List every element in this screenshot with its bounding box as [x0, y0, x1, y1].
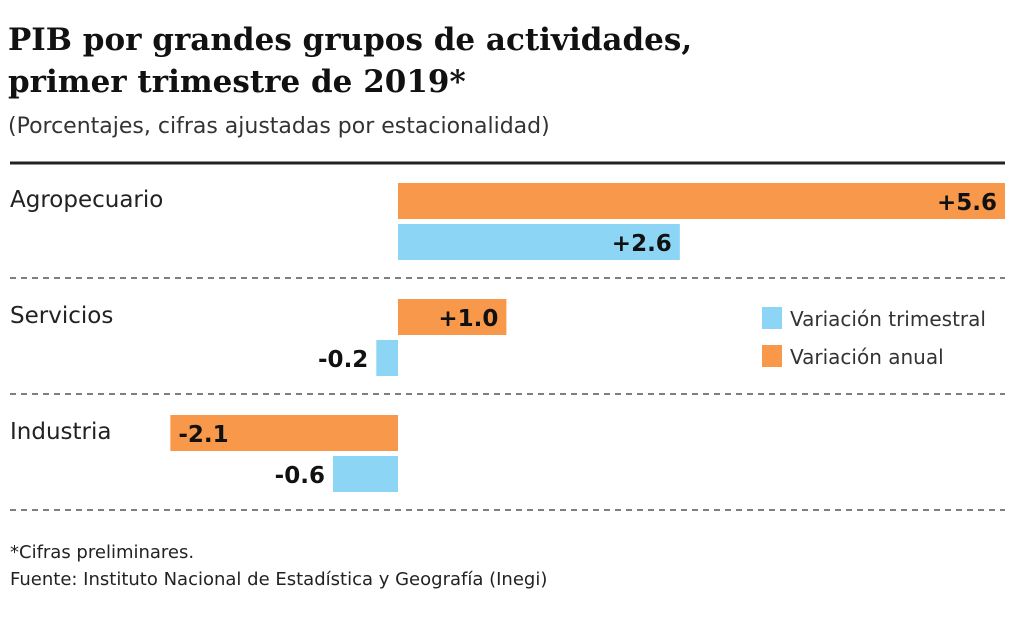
bar [398, 299, 507, 335]
data-label: -0.2 [318, 347, 368, 373]
chart-title-line-1: PIB por grandes grupos de actividades, [8, 22, 692, 58]
bar [398, 224, 680, 260]
data-label: +2.6 [612, 231, 672, 257]
legend-swatch-trimestral [762, 307, 782, 329]
bar [170, 415, 398, 451]
chart-subtitle: (Porcentajes, cifras ajustadas por estac… [8, 114, 550, 139]
footnote: *Cifras preliminares. [10, 542, 194, 563]
bar [398, 183, 1005, 219]
legend-swatch-anual [762, 345, 782, 367]
category-label: Servicios [10, 303, 113, 329]
bar [332, 456, 398, 492]
chart-title-line-2: primer trimestre de 2019* [8, 64, 466, 100]
legend-label-anual: Variación anual [790, 345, 944, 369]
legend-label-trimestral: Variación trimestral [790, 307, 986, 331]
data-label: -2.1 [178, 422, 228, 448]
data-label: -0.6 [275, 463, 325, 489]
source: Fuente: Instituto Nacional de Estadístic… [10, 569, 547, 590]
bar [376, 340, 398, 376]
data-label: +5.6 [937, 190, 997, 216]
category-label: Agropecuario [10, 187, 163, 213]
category-label: Industria [10, 419, 111, 445]
data-label: +1.0 [438, 306, 498, 332]
